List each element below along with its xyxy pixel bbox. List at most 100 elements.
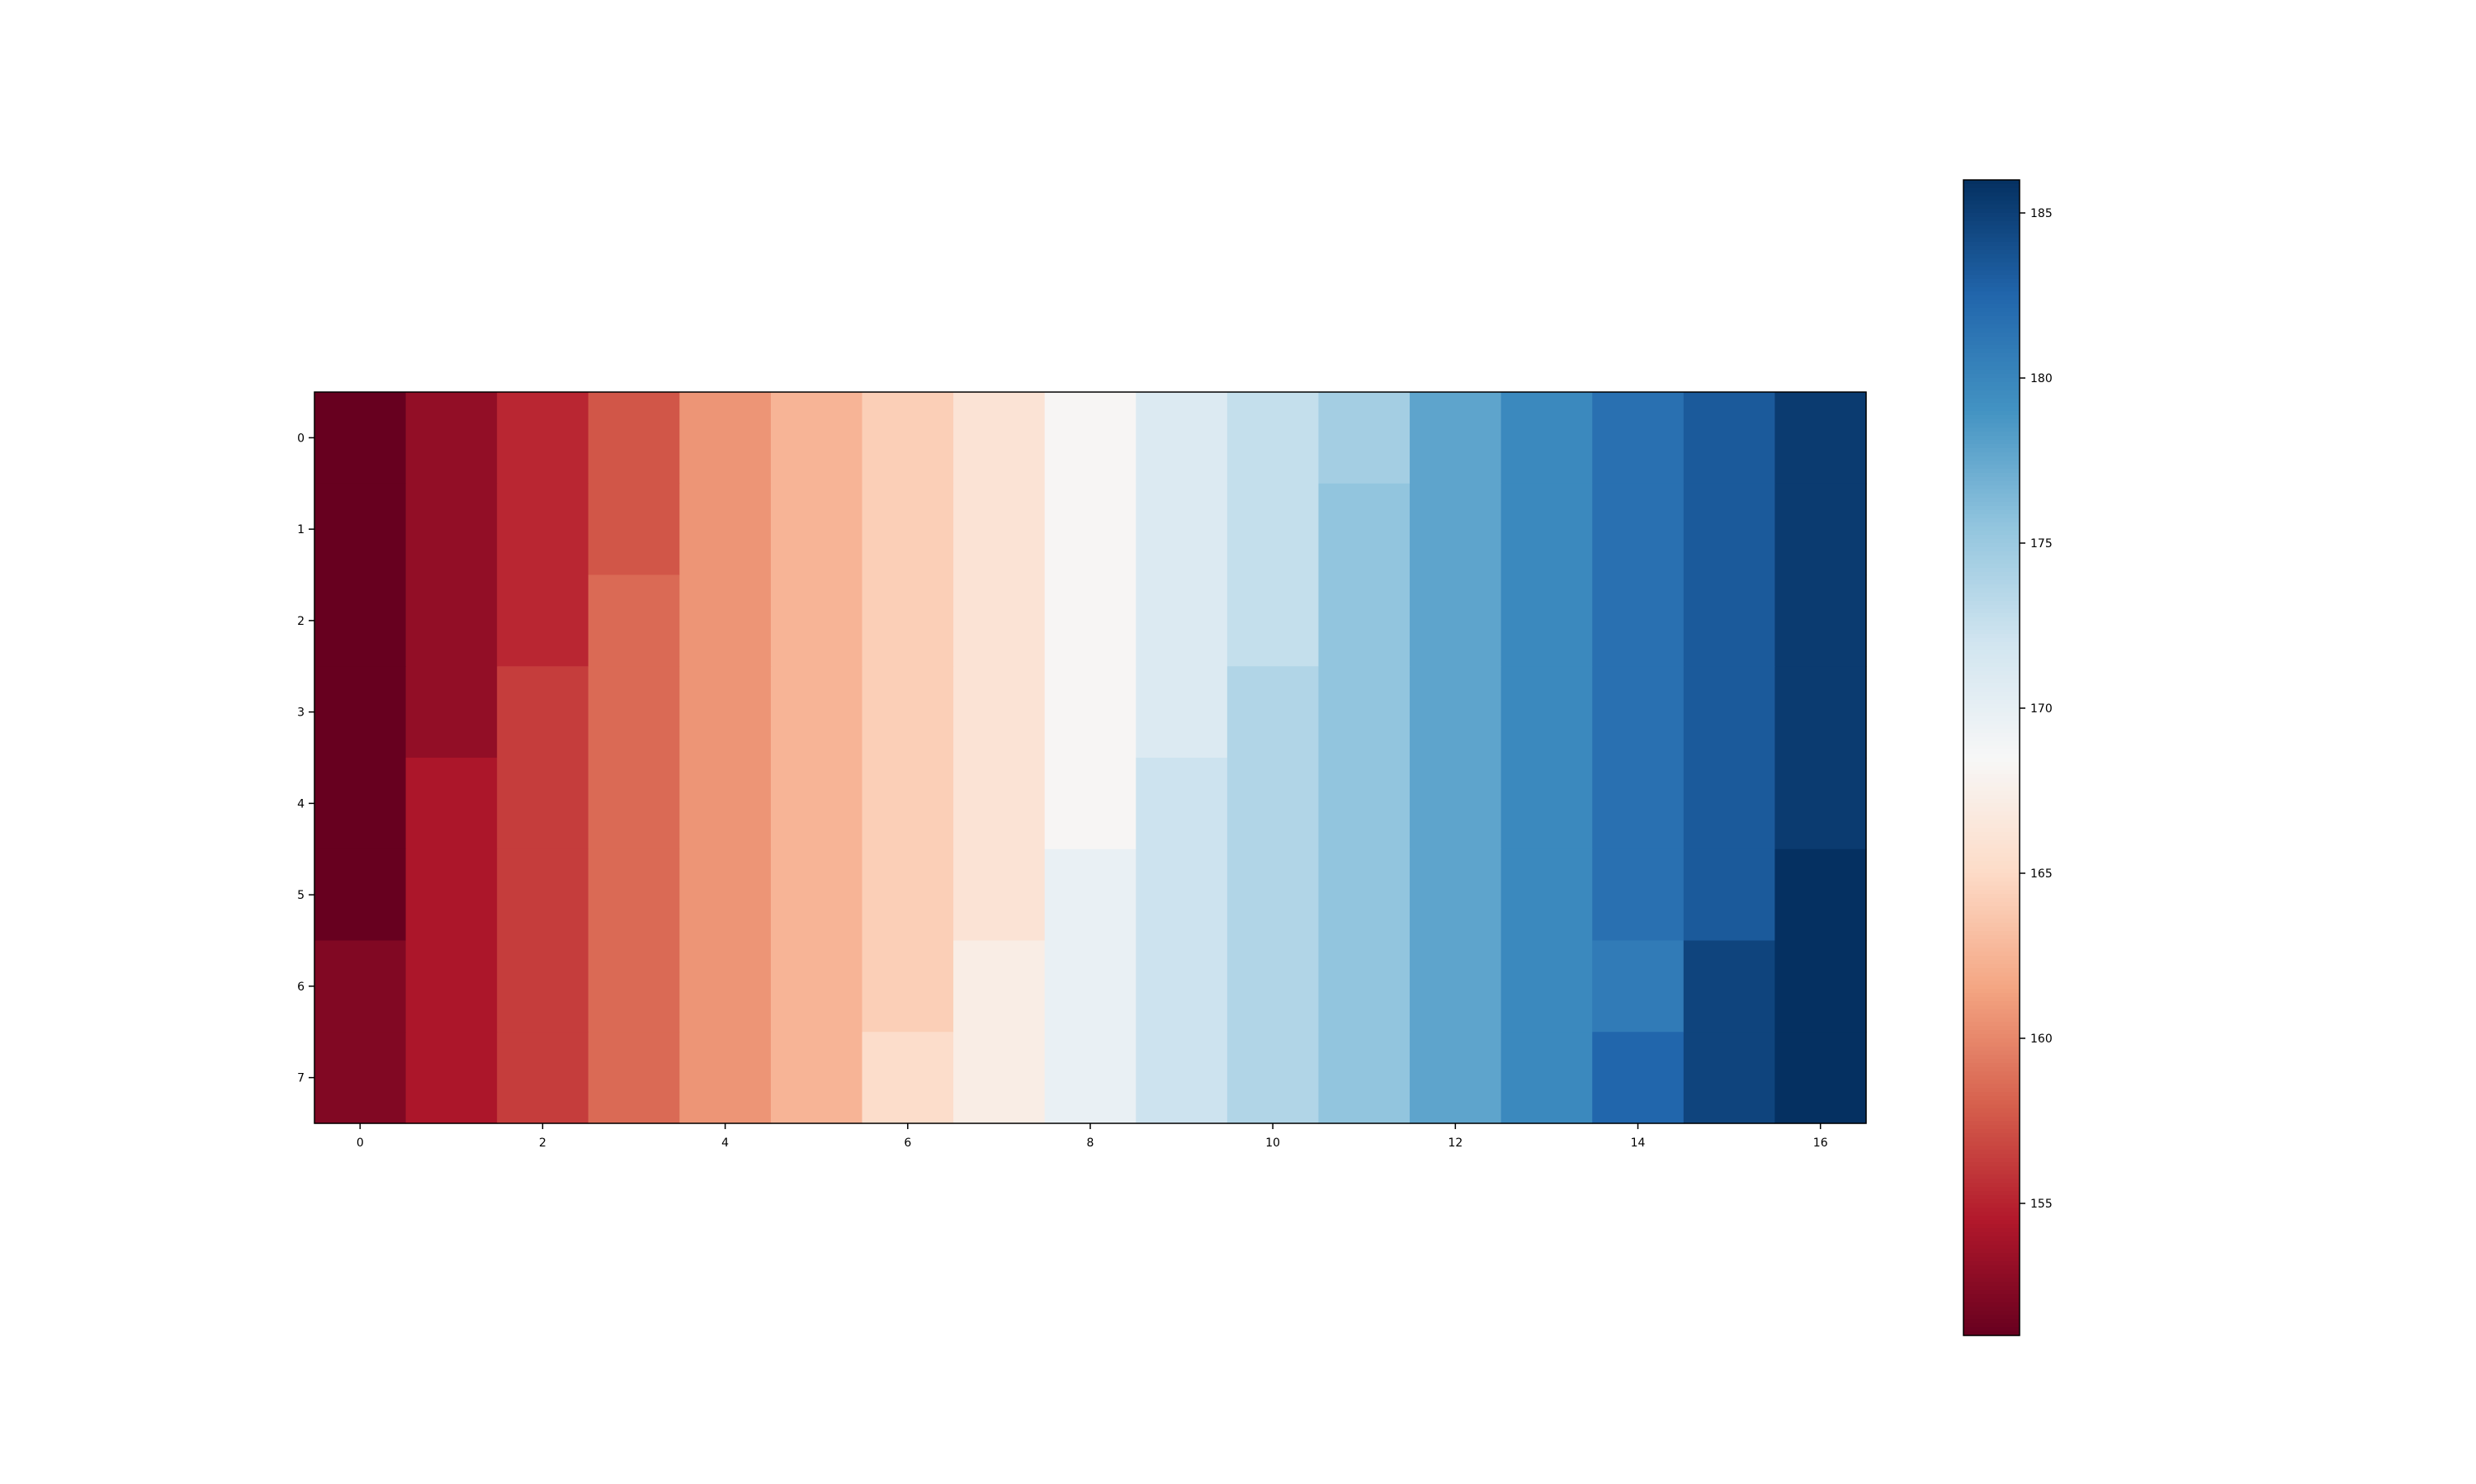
- colorbar-band: [1963, 663, 2020, 668]
- heatmap-cell: [1683, 666, 1776, 759]
- heatmap-cell: [1774, 940, 1867, 1033]
- x-axis: 0 2 4 6 8 10 12 14 16: [357, 1123, 1828, 1150]
- colorbar-band: [1963, 1113, 2020, 1118]
- heatmap-cell: [1592, 574, 1685, 667]
- heatmap-cell: [497, 483, 589, 576]
- colorbar-band: [1963, 1220, 2020, 1225]
- colorbar-band: [1963, 683, 2020, 688]
- heatmap-cell: [497, 1032, 589, 1124]
- heatmap-cell: [1226, 758, 1320, 850]
- colorbar-band: [1963, 238, 2020, 243]
- heatmap-cell: [314, 392, 407, 484]
- colorbar-band: [1963, 782, 2020, 787]
- colorbar-band: [1963, 902, 2020, 907]
- heatmap-cell: [679, 848, 772, 942]
- colorbar-band: [1963, 716, 2020, 721]
- colorbar-band: [1963, 362, 2020, 366]
- colorbar-band: [1963, 745, 2020, 750]
- colorbar-band: [1963, 621, 2020, 626]
- heatmap-cell: [1500, 666, 1593, 759]
- colorbar-band: [1963, 960, 2020, 965]
- heatmap-cell: [1410, 758, 1502, 850]
- colorbar-band: [1963, 378, 2020, 383]
- y-axis: 0 1 2 3 4 5 6 7: [297, 432, 314, 1085]
- colorbar-band: [1963, 1278, 2020, 1283]
- colorbar-tick-label: 165: [2030, 867, 2053, 881]
- colorbar-band: [1963, 1042, 2020, 1047]
- colorbar-band: [1963, 811, 2020, 816]
- colorbar-band: [1963, 324, 2020, 329]
- colorbar-band: [1963, 382, 2020, 387]
- colorbar-band: [1963, 853, 2020, 858]
- y-tick-label: 2: [297, 615, 305, 628]
- colorbar-band: [1963, 1319, 2020, 1324]
- colorbar-band: [1963, 952, 2020, 957]
- colorbar-band: [1963, 1009, 2020, 1014]
- colorbar-band: [1963, 234, 2020, 239]
- colorbar-band: [1963, 1311, 2020, 1316]
- y-tick-label: 6: [297, 981, 305, 994]
- colorbar-band: [1963, 1022, 2020, 1027]
- heatmap-cell: [862, 1032, 954, 1124]
- heatmap-cell: [1774, 483, 1867, 576]
- colorbar-band: [1963, 580, 2020, 585]
- heatmap-cell: [953, 666, 1046, 759]
- colorbar-band: [1963, 634, 2020, 639]
- colorbar-band: [1963, 1014, 2020, 1018]
- heatmap-cell: [1136, 666, 1228, 759]
- colorbar-band: [1963, 386, 2020, 391]
- x-tick-label: 0: [357, 1137, 364, 1150]
- colorbar-band: [1963, 1166, 2020, 1171]
- heatmap-cell: [679, 1032, 772, 1124]
- colorbar-band: [1963, 708, 2020, 713]
- colorbar-band: [1963, 1154, 2020, 1159]
- heatmap-cell: [405, 758, 498, 850]
- colorbar-band: [1963, 295, 2020, 300]
- colorbar-band: [1963, 976, 2020, 981]
- colorbar-band: [1963, 1133, 2020, 1138]
- colorbar-band: [1963, 1005, 2020, 1010]
- colorbar-band: [1963, 890, 2020, 895]
- colorbar-band: [1963, 696, 2020, 701]
- colorbar-band: [1963, 923, 2020, 928]
- colorbar-band: [1963, 312, 2020, 317]
- colorbar-band: [1963, 374, 2020, 379]
- colorbar-band: [1963, 461, 2020, 466]
- heatmap-cell: [1592, 483, 1685, 576]
- colorbar-band: [1963, 485, 2020, 490]
- heatmap-cell: [1318, 1032, 1410, 1124]
- heatmap-cell: [770, 758, 863, 850]
- colorbar-band: [1963, 840, 2020, 845]
- colorbar-band: [1963, 981, 2020, 985]
- heatmap-cell: [953, 483, 1046, 576]
- colorbar-band: [1963, 316, 2020, 321]
- colorbar-band: [1963, 1146, 2020, 1151]
- heatmap-cell: [770, 666, 863, 759]
- heatmap-cell: [862, 574, 954, 667]
- colorbar-band: [1963, 1150, 2020, 1155]
- colorbar-band: [1963, 869, 2020, 874]
- x-tick-label: 6: [904, 1137, 911, 1150]
- colorbar-band: [1963, 865, 2020, 870]
- colorbar-tick-label: 160: [2030, 1033, 2053, 1046]
- heatmap-cell: [862, 666, 954, 759]
- colorbar-band: [1963, 370, 2020, 375]
- heatmap-cell: [1410, 483, 1502, 576]
- colorbar-band: [1963, 671, 2020, 676]
- heatmap-cell: [862, 758, 954, 850]
- colorbar-band: [1963, 576, 2020, 581]
- colorbar-band: [1963, 968, 2020, 973]
- colorbar-band: [1963, 448, 2020, 453]
- colorbar-band: [1963, 898, 2020, 903]
- colorbar-band: [1963, 1137, 2020, 1142]
- heatmap-cell: [1500, 848, 1593, 942]
- colorbar-band: [1963, 1191, 2020, 1196]
- colorbar-band: [1963, 704, 2020, 709]
- colorbar-band: [1963, 1282, 2020, 1287]
- colorbar-band: [1963, 481, 2020, 486]
- heatmap-cell: [770, 574, 863, 667]
- heatmap-cell: [1774, 666, 1867, 759]
- x-tick-label: 4: [721, 1137, 729, 1150]
- colorbar-band: [1963, 1030, 2020, 1035]
- heatmap-cell: [1592, 666, 1685, 759]
